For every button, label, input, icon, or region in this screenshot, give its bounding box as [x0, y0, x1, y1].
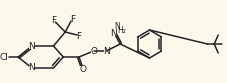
Text: Cl: Cl [0, 53, 9, 62]
Text: H₂: H₂ [117, 25, 126, 35]
Text: F: F [76, 32, 81, 41]
Text: N: N [103, 46, 109, 56]
Text: F: F [70, 15, 75, 23]
Text: O: O [79, 65, 86, 75]
Bar [91, 48, 96, 54]
Text: N: N [114, 21, 120, 30]
Bar [111, 30, 116, 36]
Text: N: N [109, 28, 116, 38]
Text: O: O [90, 46, 97, 56]
Bar [104, 48, 108, 54]
Text: N: N [28, 63, 35, 72]
Text: F: F [51, 16, 56, 24]
Bar [29, 65, 34, 70]
Bar [29, 43, 34, 48]
Text: N: N [28, 42, 35, 50]
Bar [80, 65, 85, 70]
